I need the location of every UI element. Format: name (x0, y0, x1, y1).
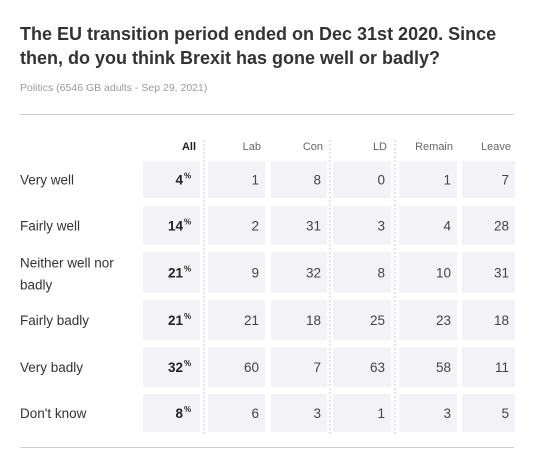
cell-background (271, 252, 327, 293)
cell-background (333, 161, 391, 198)
cell-background (271, 300, 327, 340)
cell-background (399, 300, 457, 340)
cell-value: 23 (436, 313, 451, 328)
cell-background (208, 394, 265, 432)
cell-background (462, 394, 515, 432)
cell-value: 4 (443, 219, 451, 234)
cell-background (333, 300, 391, 340)
cell-value: 3 (313, 406, 321, 421)
cell-value: 18 (494, 313, 509, 328)
cell-value: 5 (501, 406, 509, 421)
cell-background (143, 300, 200, 340)
column-header: Con (303, 141, 323, 153)
cell-value: 31 (494, 266, 509, 281)
cell-value: 21 (244, 313, 259, 328)
cell-background (399, 252, 457, 293)
cell-value: 2 (251, 219, 259, 234)
cell-background (143, 206, 200, 245)
cell-background (208, 206, 265, 245)
cell-background (333, 394, 391, 432)
cell-value: 8 (377, 266, 385, 281)
cell-background (333, 206, 391, 245)
bottom-rule (20, 447, 514, 448)
all-value: 8 (175, 406, 183, 421)
all-value: 21 (168, 313, 184, 328)
cell-value: 1 (377, 406, 385, 421)
column-header: All (182, 141, 196, 153)
cell-value: 32 (306, 266, 321, 281)
all-value: 4 (175, 173, 183, 188)
cell-background (208, 252, 265, 293)
cell-value: 31 (306, 219, 321, 234)
all-value: 21 (168, 266, 184, 281)
cell-background (208, 300, 265, 340)
cell-value: 25 (370, 313, 385, 328)
row-label: Very badly (20, 360, 83, 375)
cell-background (143, 252, 200, 293)
cell-value: 7 (313, 360, 321, 375)
cell-background (399, 347, 457, 387)
cell-value: 63 (370, 360, 385, 375)
top-rule (20, 114, 514, 115)
cell-value: 8 (313, 173, 321, 188)
cell-value: 10 (436, 266, 451, 281)
survey-meta: Politics (6546 GB adults - Sep 29, 2021) (20, 82, 208, 94)
cell-background (208, 347, 265, 387)
column-header: Leave (481, 141, 511, 153)
cell-value: 3 (443, 406, 451, 421)
column-header: Lab (243, 141, 261, 153)
cell-background (143, 347, 200, 387)
cell-value: 3 (377, 219, 385, 234)
cell-background (462, 347, 515, 387)
cell-background (462, 252, 515, 293)
cell-value: 1 (443, 173, 451, 188)
row-label: badly (20, 278, 53, 293)
cell-background (271, 206, 327, 245)
cell-background (462, 300, 515, 340)
cell-value: 1 (251, 173, 259, 188)
cell-background (208, 161, 265, 198)
cell-background (399, 394, 457, 432)
percent-sign: % (184, 172, 191, 181)
percent-sign: % (184, 218, 191, 227)
cell-value: 6 (251, 406, 259, 421)
cell-background (399, 161, 457, 198)
all-value: 32 (168, 360, 183, 375)
row-label: Don't know (20, 406, 87, 421)
chart-title: The EU transition period ended on Dec 31… (20, 24, 497, 68)
column-header: LD (373, 141, 387, 153)
percent-sign: % (184, 405, 191, 414)
percent-sign: % (184, 359, 191, 368)
cell-background (462, 206, 515, 245)
cell-background (143, 394, 200, 432)
percent-sign: % (184, 312, 191, 321)
cell-background (333, 252, 391, 293)
cell-background (399, 206, 457, 245)
cell-value: 11 (495, 360, 509, 375)
cell-background (333, 347, 391, 387)
cell-value: 0 (377, 173, 385, 188)
row-label: Very well (20, 173, 74, 188)
cell-background (271, 394, 327, 432)
column-header: Remain (415, 141, 453, 153)
percent-sign: % (184, 265, 191, 274)
cell-value: 9 (251, 266, 259, 281)
cell-value: 7 (501, 173, 509, 188)
cell-value: 58 (436, 360, 451, 375)
cell-value: 60 (244, 360, 259, 375)
cell-background (462, 161, 515, 198)
cell-value: 28 (494, 219, 509, 234)
row-label: Neither well nor (20, 256, 114, 271)
cell-background (143, 161, 200, 198)
all-value: 14 (168, 219, 184, 234)
cell-value: 18 (306, 313, 321, 328)
row-label: Fairly well (20, 219, 80, 234)
cell-background (271, 161, 327, 198)
row-label: Fairly badly (20, 313, 89, 328)
cell-background (271, 347, 327, 387)
